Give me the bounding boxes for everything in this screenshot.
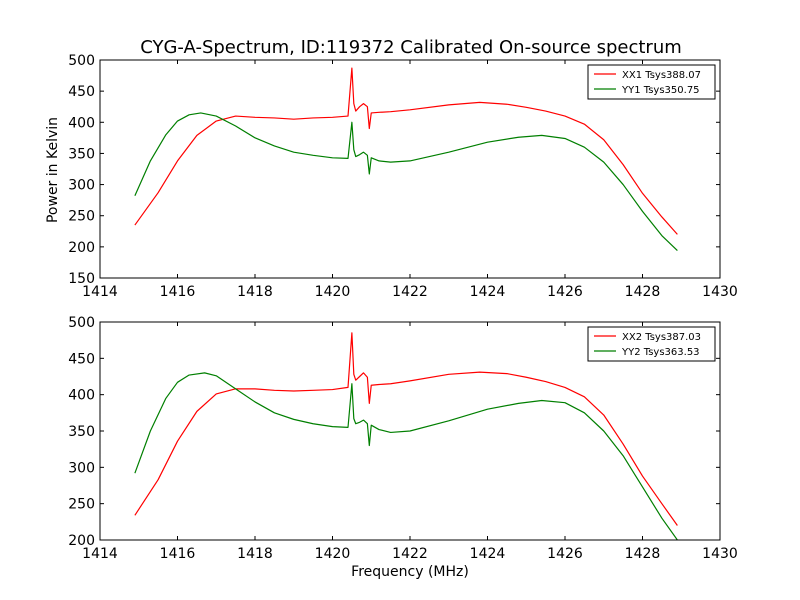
bottom-panel: 1414 1416 1418 1420 1422 1424 1426 1428 1430 200 2… xyxy=(68,315,738,562)
legend-label-2: YY1 Tsys350.75 xyxy=(621,85,700,96)
y-tick-label: 400 xyxy=(68,115,95,131)
y-tick-label: 450 xyxy=(68,84,95,100)
y-tick-label: 200 xyxy=(68,240,95,256)
y-tick-label: 350 xyxy=(68,146,95,162)
chart-title: CYG-A-Spectrum, ID:119372 Calibrated On-… xyxy=(140,37,682,58)
top-panel: 1414 1416 1418 1420 1422 1424 1426 1428 1430 150 2… xyxy=(68,53,738,300)
y-tick-label: 500 xyxy=(68,53,95,69)
y-tick-label: 450 xyxy=(68,351,95,367)
x-axis-label: Frequency (MHz) xyxy=(351,564,469,580)
legend-label-1: XX2 Tsys387.03 xyxy=(622,332,701,343)
x-tick-label: 1414 xyxy=(82,546,118,562)
x-tick-label: 1416 xyxy=(160,284,196,300)
x-tick-label: 1418 xyxy=(237,284,273,300)
y-tick-label: 300 xyxy=(68,460,95,476)
x-tick-label: 1426 xyxy=(547,546,583,562)
x-tick-label: 1430 xyxy=(702,284,738,300)
x-tick-label: 1414 xyxy=(82,284,118,300)
x-tick-label: 1420 xyxy=(315,284,351,300)
x-tick-label: 1420 xyxy=(315,546,351,562)
y-tick-label: 400 xyxy=(68,388,95,404)
legend: XX1 Tsys388.07 YY1 Tsys350.75 xyxy=(587,64,716,100)
x-tick-label: 1422 xyxy=(392,284,428,300)
x-tick-label: 1430 xyxy=(702,546,738,562)
legend-box xyxy=(587,326,716,362)
x-tick-label: 1428 xyxy=(625,546,661,562)
y-tick-label: 250 xyxy=(68,497,95,513)
legend-box xyxy=(587,64,716,100)
series-line-2-2 xyxy=(134,372,678,540)
y-tick-label: 500 xyxy=(68,315,95,331)
series-line-2-1 xyxy=(134,332,678,526)
y-tick-label: 250 xyxy=(68,209,95,225)
legend: XX2 Tsys387.03 YY2 Tsys363.53 xyxy=(587,326,716,362)
y-tick-label: 200 xyxy=(68,533,95,549)
x-tick-label: 1426 xyxy=(547,284,583,300)
x-tick-label: 1428 xyxy=(625,284,661,300)
x-tick-label: 1424 xyxy=(470,546,506,562)
legend-label-1: XX1 Tsys388.07 xyxy=(622,70,701,81)
x-tick-label: 1424 xyxy=(470,284,506,300)
x-tick-label: 1416 xyxy=(160,546,196,562)
series-line-1-1 xyxy=(134,67,678,235)
x-tick-label: 1422 xyxy=(392,546,428,562)
y-tick-label: 350 xyxy=(68,424,95,440)
y-tick-label: 150 xyxy=(68,271,95,287)
y-tick-label: 300 xyxy=(68,178,95,194)
y-axis-label: Power in Kelvin xyxy=(45,117,61,223)
x-tick-label: 1418 xyxy=(237,546,273,562)
legend-label-2: YY2 Tsys363.53 xyxy=(621,347,700,358)
series-line-1-2 xyxy=(134,112,678,252)
